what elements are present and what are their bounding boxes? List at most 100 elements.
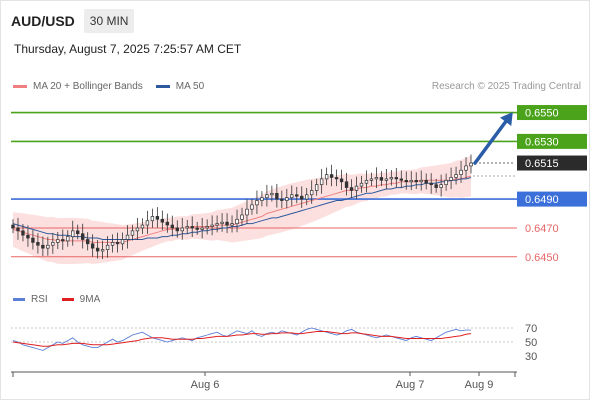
- candle-body: [329, 174, 334, 178]
- rsi-tick-label-1: 50: [525, 337, 537, 349]
- candle-body: [404, 179, 408, 183]
- candle-body: [160, 218, 165, 223]
- candles: [11, 154, 473, 260]
- legend-rsi: RSI: [13, 294, 48, 305]
- candle-body: [175, 227, 179, 232]
- x-tick-label-2: Aug 9: [465, 379, 494, 391]
- candle-body: [71, 230, 75, 237]
- price-legend: MA 20 + Bollinger Bands MA 50: [13, 81, 217, 92]
- candle-body: [125, 234, 130, 240]
- candle-body: [61, 239, 65, 242]
- target-arrow-head: [500, 112, 513, 126]
- candle-body: [46, 244, 50, 249]
- target-arrow-shaft: [473, 120, 508, 165]
- level-label-0: 0.6550: [525, 108, 559, 120]
- candle-body: [424, 179, 428, 184]
- candle-body: [324, 174, 329, 180]
- candle-body: [464, 165, 468, 171]
- candle-body: [145, 220, 150, 226]
- candle-body: [364, 179, 369, 184]
- candle-body: [265, 194, 269, 199]
- level-label-4: 0.6450: [525, 252, 559, 264]
- rsi-legend: RSI 9MA: [13, 294, 114, 305]
- candle-body: [414, 179, 418, 183]
- legend-ma50: MA 50: [155, 81, 205, 92]
- candle-body: [16, 227, 20, 232]
- level-tag-1: [517, 133, 587, 149]
- candle-body: [270, 192, 274, 196]
- candle-body: [245, 208, 249, 216]
- timeframe-badge[interactable]: 30 MIN: [83, 9, 135, 33]
- candle-body: [220, 221, 224, 224]
- candle-body: [41, 244, 45, 249]
- candle-body: [105, 244, 110, 250]
- candle-body: [225, 221, 229, 226]
- legend-ma20: MA 20 + Bollinger Bands: [13, 81, 143, 92]
- candle-body: [454, 174, 458, 178]
- source-credit: Research © 2025 Trading Central: [431, 81, 581, 92]
- candle-body: [275, 192, 279, 200]
- candle-body: [399, 178, 404, 181]
- candle-body: [150, 216, 155, 222]
- legend-rsi-ma: 9MA: [61, 294, 100, 305]
- candle-body: [210, 224, 214, 227]
- rsi-ma-line: [12, 331, 472, 347]
- candle-body: [56, 239, 60, 243]
- candle-body: [155, 216, 160, 220]
- candle-body: [379, 177, 384, 181]
- candle-body: [80, 233, 85, 240]
- candle-body: [90, 243, 95, 249]
- rsi-swatch: [13, 298, 25, 301]
- candle-body: [434, 184, 438, 188]
- candle-body: [429, 182, 433, 186]
- candle-body: [444, 179, 448, 186]
- candle-body: [195, 227, 199, 230]
- symbol-title: AUD/USD: [11, 13, 75, 29]
- candle-body: [319, 178, 324, 186]
- current-price-label: 0.6515: [525, 158, 559, 170]
- candle-body: [290, 194, 294, 199]
- candle-body: [110, 242, 115, 246]
- legend-ma50-label: MA 50: [175, 81, 205, 92]
- candle-body: [170, 224, 175, 229]
- candle-body: [354, 185, 359, 191]
- candle-body: [255, 200, 259, 206]
- x-tick-label-1: Aug 7: [396, 379, 425, 391]
- candle-body: [449, 177, 453, 181]
- chart-header: AUD/USD 30 MIN: [11, 9, 135, 33]
- candle-body: [190, 226, 194, 229]
- candle-body: [100, 249, 105, 252]
- legend-rsi-label: RSI: [31, 294, 48, 305]
- candle-body: [140, 224, 145, 229]
- candle-body: [359, 182, 364, 187]
- candle-body: [11, 224, 15, 229]
- current-price-tag: [517, 155, 587, 171]
- candle-body: [469, 162, 473, 167]
- candle-body: [339, 178, 344, 183]
- legend-ma20-label: MA 20 + Bollinger Bands: [33, 81, 143, 92]
- x-tick-label-0: Aug 6: [191, 379, 220, 391]
- candle-body: [130, 230, 135, 236]
- candle-body: [384, 178, 389, 181]
- candle-body: [235, 218, 239, 224]
- candle-body: [26, 234, 30, 239]
- candle-body: [31, 237, 35, 243]
- level-tag-2: [517, 191, 587, 207]
- candle-body: [374, 177, 379, 180]
- candle-body: [344, 181, 349, 188]
- candle-body: [36, 242, 40, 246]
- candle-body: [165, 221, 170, 226]
- candle-body: [300, 195, 304, 200]
- level-label-3: 0.6470: [525, 223, 559, 235]
- rsi-tick-label-2: 30: [525, 351, 537, 363]
- timestamp: Thursday, August 7, 2025 7:25:57 AM CET: [14, 42, 242, 56]
- candle-body: [334, 177, 339, 180]
- candle-body: [285, 197, 289, 201]
- candle-body: [240, 214, 244, 220]
- candle-body: [280, 198, 284, 201]
- candle-body: [205, 226, 209, 229]
- candle-body: [76, 230, 80, 235]
- level-label-2: 0.6490: [525, 194, 559, 206]
